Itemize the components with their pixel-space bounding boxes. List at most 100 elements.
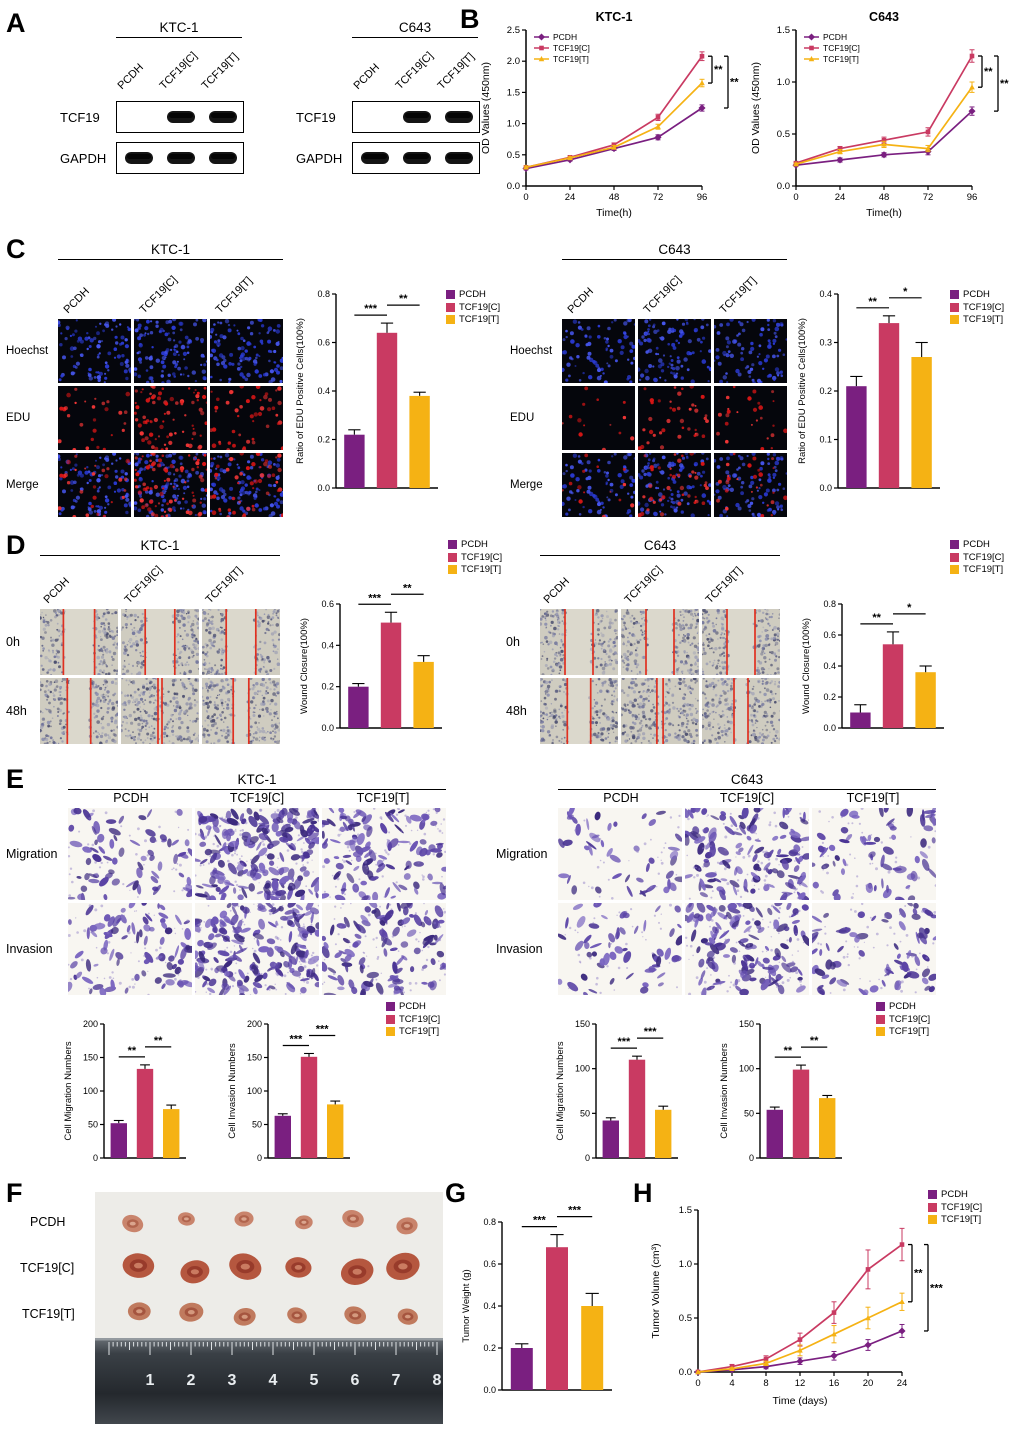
column-label: TCF19[C] [122,563,165,606]
cell-line-title: KTC-1 [58,242,283,260]
western-blot-ktc1: KTC-1 PCDH TCF19[C] TCF19[T] TCF19 GAPDH [60,20,250,174]
hoechst-image [210,319,283,383]
svg-text:0.2: 0.2 [819,386,832,396]
svg-text:Ratio of EDU Positive Cells(10: Ratio of EDU Positive Cells(100%) [797,318,808,464]
panel-label-b: B [460,4,480,34]
svg-text:Wound Closure(100%): Wound Closure(100%) [801,618,812,714]
merge-image [638,453,711,517]
legend-swatch [448,540,457,550]
merge-image [210,453,283,517]
lane-label: TCF19[T] [435,50,477,92]
legend: PCDH TCF19[C] TCF19[T] [928,1190,982,1225]
svg-text:0.6: 0.6 [317,338,330,348]
svg-text:TCF19[T]: TCF19[T] [823,54,859,64]
wound-image [540,609,618,675]
column-label: TCF19[T] [846,791,900,805]
western-blot-c643: C643 PCDH TCF19[C] TCF19[T] TCF19 GAPDH [296,20,486,174]
legend: PCDH TCF19[C] TCF19[T] [446,290,500,325]
panel-label-c: C [6,234,26,264]
cell-line-title: C643 [540,538,780,556]
edu-image [134,386,207,450]
legend-swatch [876,1002,885,1012]
svg-text:0.6: 0.6 [823,630,836,640]
row-label: Migration [496,847,548,861]
legend-swatch [950,315,959,325]
legend-label: TCF19[T] [963,564,1004,575]
column-label: TCF19[C] [641,273,684,316]
cell-line-title: KTC-1 [40,538,280,556]
svg-text:Ratio of EDU Positive Cells(10: Ratio of EDU Positive Cells(100%) [295,318,306,464]
svg-text:48: 48 [879,192,890,203]
legend-label: PCDH [461,539,488,550]
row-label: 0h [6,635,20,649]
edu-image [210,386,283,450]
merge-image [562,453,635,517]
legend-item: PCDH [876,1002,930,1012]
svg-text:0.4: 0.4 [823,661,836,671]
legend-label: TCF19[C] [941,1201,983,1213]
legend-label: TCF19[C] [963,301,1005,313]
legend-label: TCF19[C] [963,551,1005,563]
svg-text:1.5: 1.5 [507,87,520,98]
svg-text:24: 24 [565,192,576,203]
edu-image-grid-c643: C643 PCDH TCF19[C] TCF19[T] Hoechst EDU Merge [510,242,790,517]
legend-item: TCF19[T] [448,565,502,575]
row-label: EDU [510,412,535,424]
panel-label-f: F [6,1178,23,1208]
wound-image [540,678,618,744]
legend: PCDH TCF19[C] TCF19[T] [448,540,502,575]
legend-item: TCF19[T] [876,1027,930,1037]
svg-text:Wound Closure(100%): Wound Closure(100%) [299,618,310,714]
cell-line-title: KTC-1 [116,20,242,38]
blot-image [352,101,480,133]
svg-text:**: ** [984,66,993,78]
blot-image [116,101,244,133]
legend-label: TCF19[T] [399,1026,440,1037]
legend-swatch [928,1190,937,1200]
row-label: Merge [6,479,39,491]
svg-text:**: ** [730,77,739,89]
column-label: TCF19[C] [622,563,665,606]
svg-text:PCDH: PCDH [823,32,847,42]
wound-image [202,609,280,675]
svg-text:PCDH: PCDH [553,32,577,42]
legend-item: TCF19[C] [950,551,1005,563]
legend-item: PCDH [386,1002,440,1012]
legend-item: PCDH [928,1190,982,1200]
lane-label: TCF19[C] [157,49,200,92]
svg-text:2.5: 2.5 [507,25,520,36]
legend-swatch [950,540,959,550]
legend-item: TCF19[C] [950,301,1005,313]
legend-label: TCF19[C] [461,551,503,563]
legend-swatch [386,1002,395,1012]
svg-text:0.2: 0.2 [823,692,836,702]
svg-text:TCF19[T]: TCF19[T] [553,54,589,64]
svg-text:TCF19[C]: TCF19[C] [823,43,860,53]
legend-swatch [446,290,455,300]
legend-swatch [950,290,959,300]
svg-text:0.0: 0.0 [317,483,330,493]
svg-text:72: 72 [923,192,934,203]
legend-label: PCDH [963,539,990,550]
transwell-image-grid-ktc1: KTC-1 PCDH TCF19[C] TCF19[T] Migration Invasi… [6,772,449,995]
svg-text:0.1: 0.1 [819,435,832,445]
transwell-image [685,903,809,995]
cell-line-title: C643 [562,242,787,260]
legend-label: TCF19[T] [941,1214,982,1225]
legend-swatch [876,1014,885,1024]
tumor-row-label-tcf19c: TCF19[C] [20,1261,75,1275]
tumor-row-label-tcf19t: TCF19[T] [22,1307,75,1321]
row-label: Migration [6,847,58,861]
transwell-image [322,903,446,995]
svg-text:**: ** [399,293,408,305]
svg-text:**: ** [868,296,877,308]
svg-text:TCF19[C]: TCF19[C] [553,43,590,53]
column-label: TCF19[T] [213,274,255,316]
svg-text:2.0: 2.0 [507,56,520,67]
wound-image [702,678,780,744]
wound-image [121,609,199,675]
transwell-image [812,808,936,900]
